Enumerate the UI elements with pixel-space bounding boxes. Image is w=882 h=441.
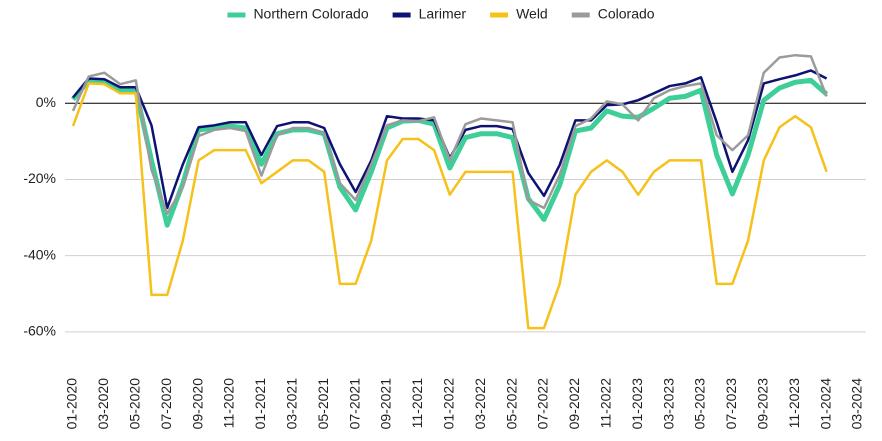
series-line: [71, 53, 828, 215]
x-tick-label: 09-2020: [189, 378, 205, 430]
x-tick-label: 09-2021: [378, 378, 394, 430]
y-tick-label: -60%: [23, 323, 56, 339]
x-tick-label: 01-2020: [64, 378, 80, 430]
x-tick-label: 09-2022: [566, 378, 582, 430]
legend-label: Colorado: [598, 6, 655, 22]
series-line: [71, 82, 828, 330]
x-tick-label: 05-2021: [315, 378, 331, 430]
legend: Northern Colorado Larimer Weld Colorado: [227, 6, 655, 22]
x-tick-label: 03-2022: [472, 378, 488, 430]
x-tick-label: 07-2021: [346, 378, 362, 430]
x-tick-label: 11-2022: [598, 378, 614, 429]
x-tick-label: 11-2023: [786, 378, 802, 429]
y-tick-label: -20%: [23, 170, 56, 186]
x-tick-label: 05-2023: [692, 378, 708, 430]
x-tick-label: 03-2021: [284, 378, 300, 430]
x-tick-label: 03-2020: [95, 378, 111, 430]
legend-label: Northern Colorado: [253, 6, 368, 22]
x-tick-label: 01-2023: [629, 378, 645, 430]
y-tick-label: -40%: [23, 246, 56, 262]
x-tick-label: 11-2021: [409, 378, 425, 429]
x-tick-label: 03-2023: [660, 378, 676, 430]
series-line: [71, 77, 829, 228]
x-tick-label: 07-2020: [158, 378, 174, 430]
x-tick-label: 07-2023: [723, 378, 739, 430]
x-tick-label: 07-2022: [535, 378, 551, 430]
y-tick-label: 0%: [36, 94, 56, 110]
x-tick-label: 01-2024: [817, 378, 833, 430]
legend-label: Weld: [516, 6, 548, 22]
x-tick-label: 03-2024: [849, 378, 865, 430]
x-tick-label: 09-2023: [755, 378, 771, 430]
x-tick-label: 01-2021: [252, 378, 268, 430]
x-tick-label: 05-2022: [503, 378, 519, 430]
legend-label: Larimer: [419, 6, 467, 22]
x-tick-label: 11-2020: [221, 378, 237, 429]
x-tick-label: 01-2022: [441, 378, 457, 430]
x-tick-label: 05-2020: [127, 378, 143, 430]
